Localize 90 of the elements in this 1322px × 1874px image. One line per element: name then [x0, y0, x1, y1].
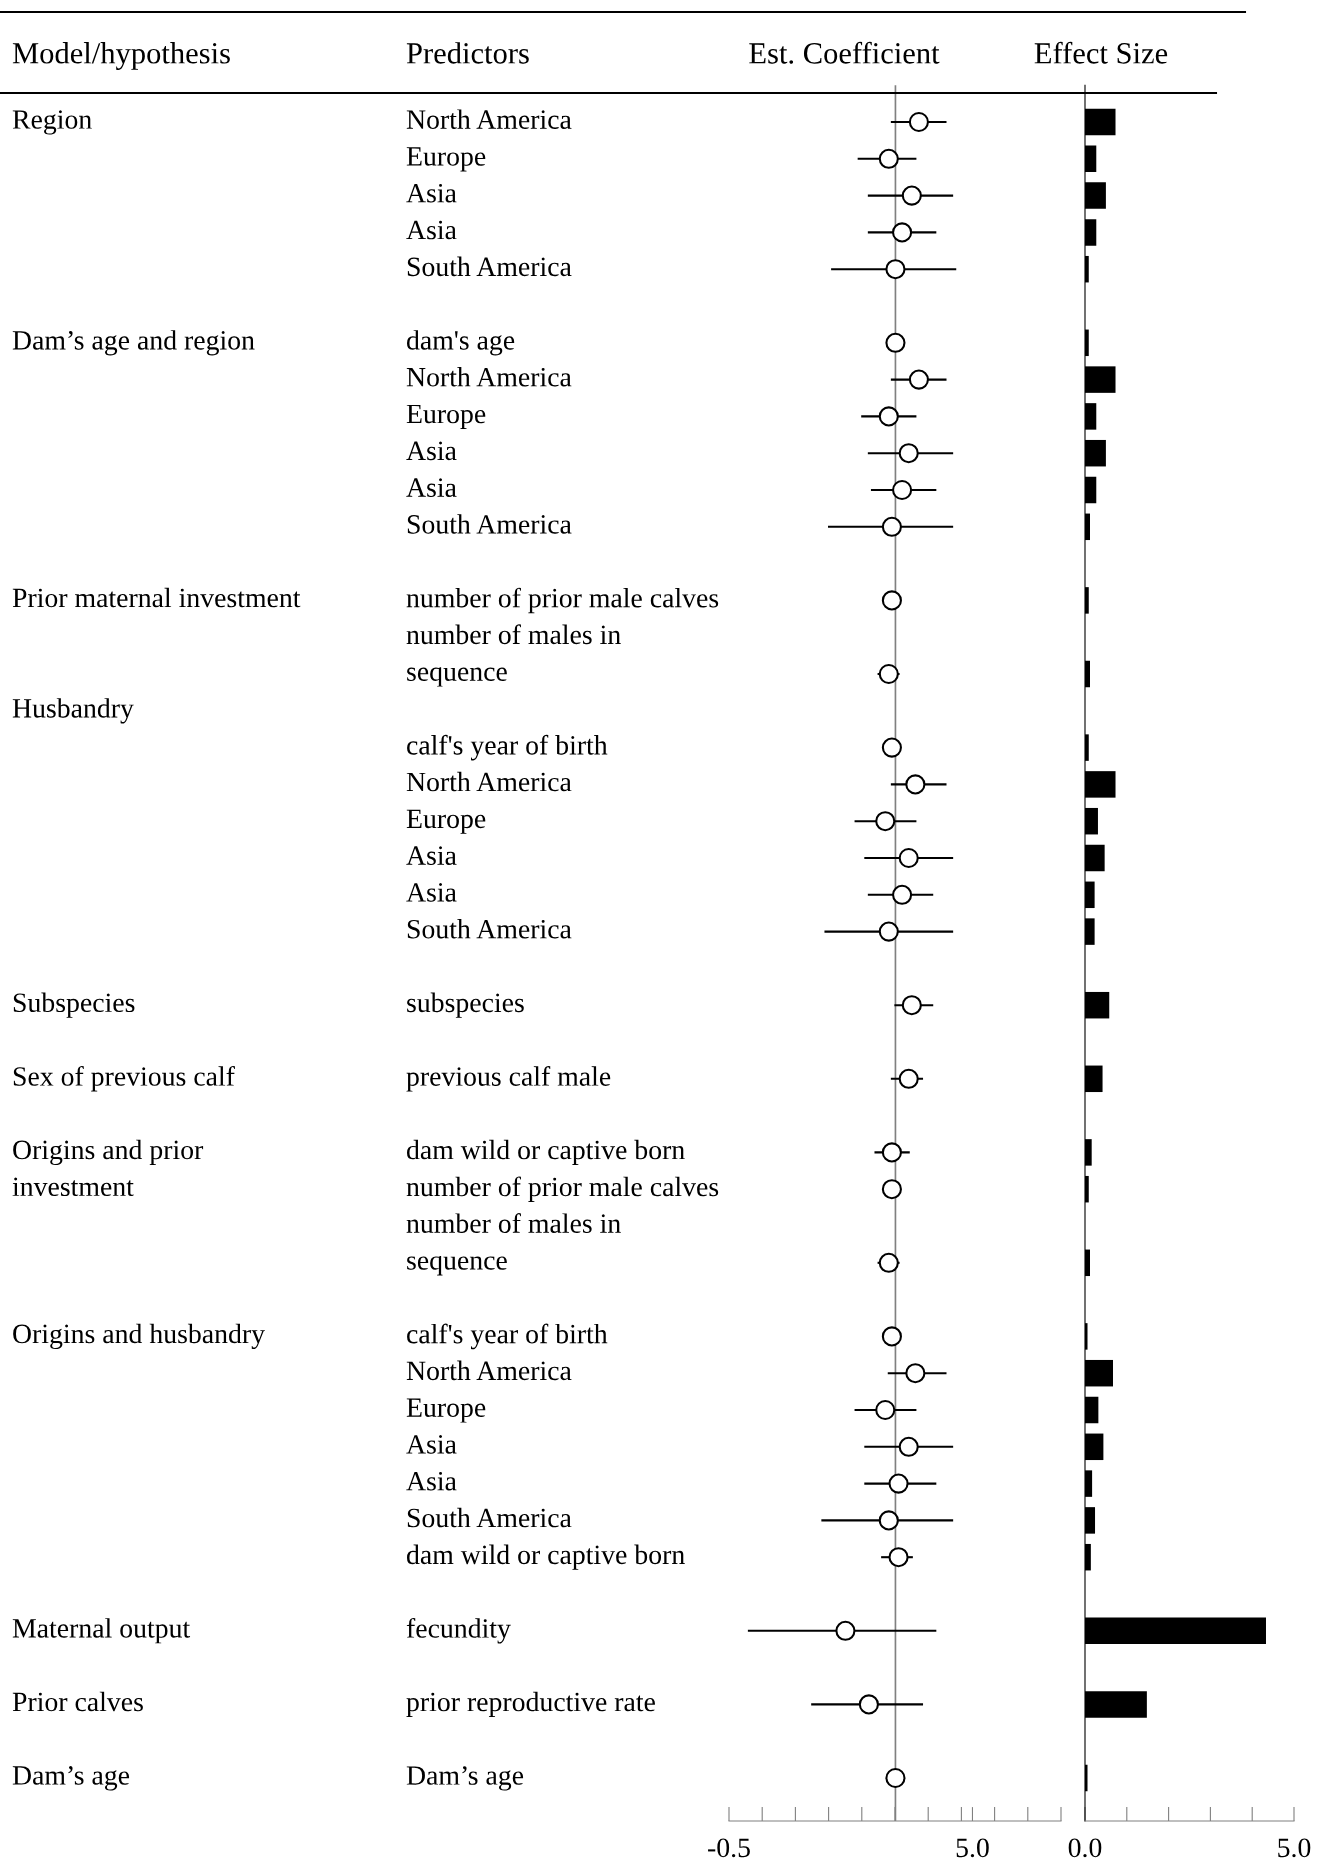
point	[881, 590, 902, 611]
category-label: Origins and prior	[13, 1139, 204, 1165]
y-tick-label: sequence	[407, 667, 507, 687]
category-label: Husbandry	[12, 698, 134, 724]
point	[885, 332, 906, 353]
y-tick-label: Asia	[406, 883, 457, 902]
category-label: Maternal output	[12, 1618, 191, 1644]
chart-title: Est. Coefficient	[749, 41, 940, 64]
y-tick-label: Asia	[406, 1435, 457, 1454]
point	[885, 259, 906, 280]
point	[901, 185, 922, 206]
category-label: Sex of previous calf	[13, 1066, 235, 1092]
point	[875, 811, 896, 832]
y-tick-label: calf's year of birth	[407, 734, 608, 761]
category-label: Subspecies	[13, 992, 135, 1018]
x-tick-label: 5.0	[1278, 1838, 1311, 1858]
y-tick-label: Asia	[406, 478, 457, 497]
y-tick-label: previous calf male	[406, 1066, 611, 1092]
point	[858, 1694, 879, 1715]
y-tick-label: Europe	[406, 809, 486, 834]
point	[892, 884, 913, 905]
point	[905, 1363, 926, 1384]
category-label: Region	[12, 110, 92, 135]
point	[885, 1767, 906, 1789]
y-tick-label: number of prior male calves	[406, 587, 719, 614]
point	[905, 774, 926, 795]
point	[835, 1620, 856, 1641]
y-tick-label: dam wild or captive born	[407, 1544, 685, 1570]
y-tick-label: sequence	[407, 1256, 507, 1276]
chart-title: Effect Size	[1034, 41, 1168, 64]
x-tick-label: 0.0	[1068, 1838, 1102, 1858]
point	[878, 1510, 899, 1531]
point	[888, 1547, 909, 1568]
y-tick-label: North America	[406, 109, 572, 129]
y-tick-label: South America	[407, 256, 572, 277]
point	[898, 1068, 919, 1089]
point	[881, 1142, 902, 1163]
point	[892, 222, 913, 243]
y-tick-label: South America	[407, 1507, 572, 1528]
category-label: investment	[12, 1177, 134, 1197]
point	[881, 516, 902, 537]
y-tick-label: Europe	[406, 147, 486, 172]
point	[908, 111, 929, 133]
category-label: Prior calves	[12, 1691, 143, 1712]
point	[898, 1436, 919, 1457]
y-tick-label: North America	[406, 771, 572, 792]
y-tick-label: dam's age	[407, 330, 515, 356]
y-tick-label: South America	[407, 514, 572, 534]
y-tick-label: North America	[406, 367, 572, 387]
y-tick-label: calf's year of birth	[407, 1323, 608, 1350]
y-tick-label: dam wild or captive born	[407, 1139, 685, 1165]
point	[878, 921, 899, 942]
y-tick-label: North America	[406, 1360, 572, 1381]
category-label: Origins and husbandry	[13, 1323, 265, 1349]
point	[908, 369, 929, 390]
y-tick-label: Europe	[406, 404, 486, 429]
y-tick-label: prior reproductive rate	[406, 1691, 655, 1717]
y-tick-label: Dam’s age	[406, 1766, 524, 1791]
text: Model/hypothesis	[12, 42, 230, 70]
point	[881, 1179, 902, 1200]
category-label: Dam’s age and region	[12, 330, 255, 356]
y-tick-label: Asia	[406, 220, 457, 240]
point	[888, 1473, 909, 1494]
point	[878, 148, 899, 169]
category-label: Prior maternal investment	[12, 587, 301, 608]
point	[892, 479, 913, 501]
y-axis-title: Predictors	[406, 42, 529, 64]
point	[878, 406, 899, 427]
x-tick-label: 5.0	[956, 1838, 989, 1858]
point	[898, 443, 919, 464]
x-tick-label: -0.5	[708, 1838, 750, 1858]
point	[878, 663, 899, 685]
point	[901, 995, 922, 1016]
y-tick-label: number of males in	[406, 624, 621, 645]
y-tick-label: fecundity	[406, 1618, 511, 1644]
point	[898, 847, 919, 869]
y-tick-label: Asia	[406, 846, 457, 865]
y-tick-label: Europe	[406, 1398, 486, 1423]
point	[878, 1252, 899, 1273]
y-tick-label: Asia	[406, 441, 457, 461]
y-tick-label: Asia	[406, 1471, 457, 1491]
y-tick-label: South America	[407, 919, 572, 939]
y-tick-label: number of males in	[406, 1213, 621, 1233]
y-tick-label: number of prior male calves	[406, 1176, 719, 1202]
point	[881, 1326, 902, 1347]
category-label: Dam’s age	[12, 1766, 130, 1791]
y-tick-label: Asia	[406, 183, 457, 203]
y-tick-label: subspecies	[407, 992, 524, 1018]
point	[881, 737, 902, 758]
point	[875, 1399, 896, 1421]
